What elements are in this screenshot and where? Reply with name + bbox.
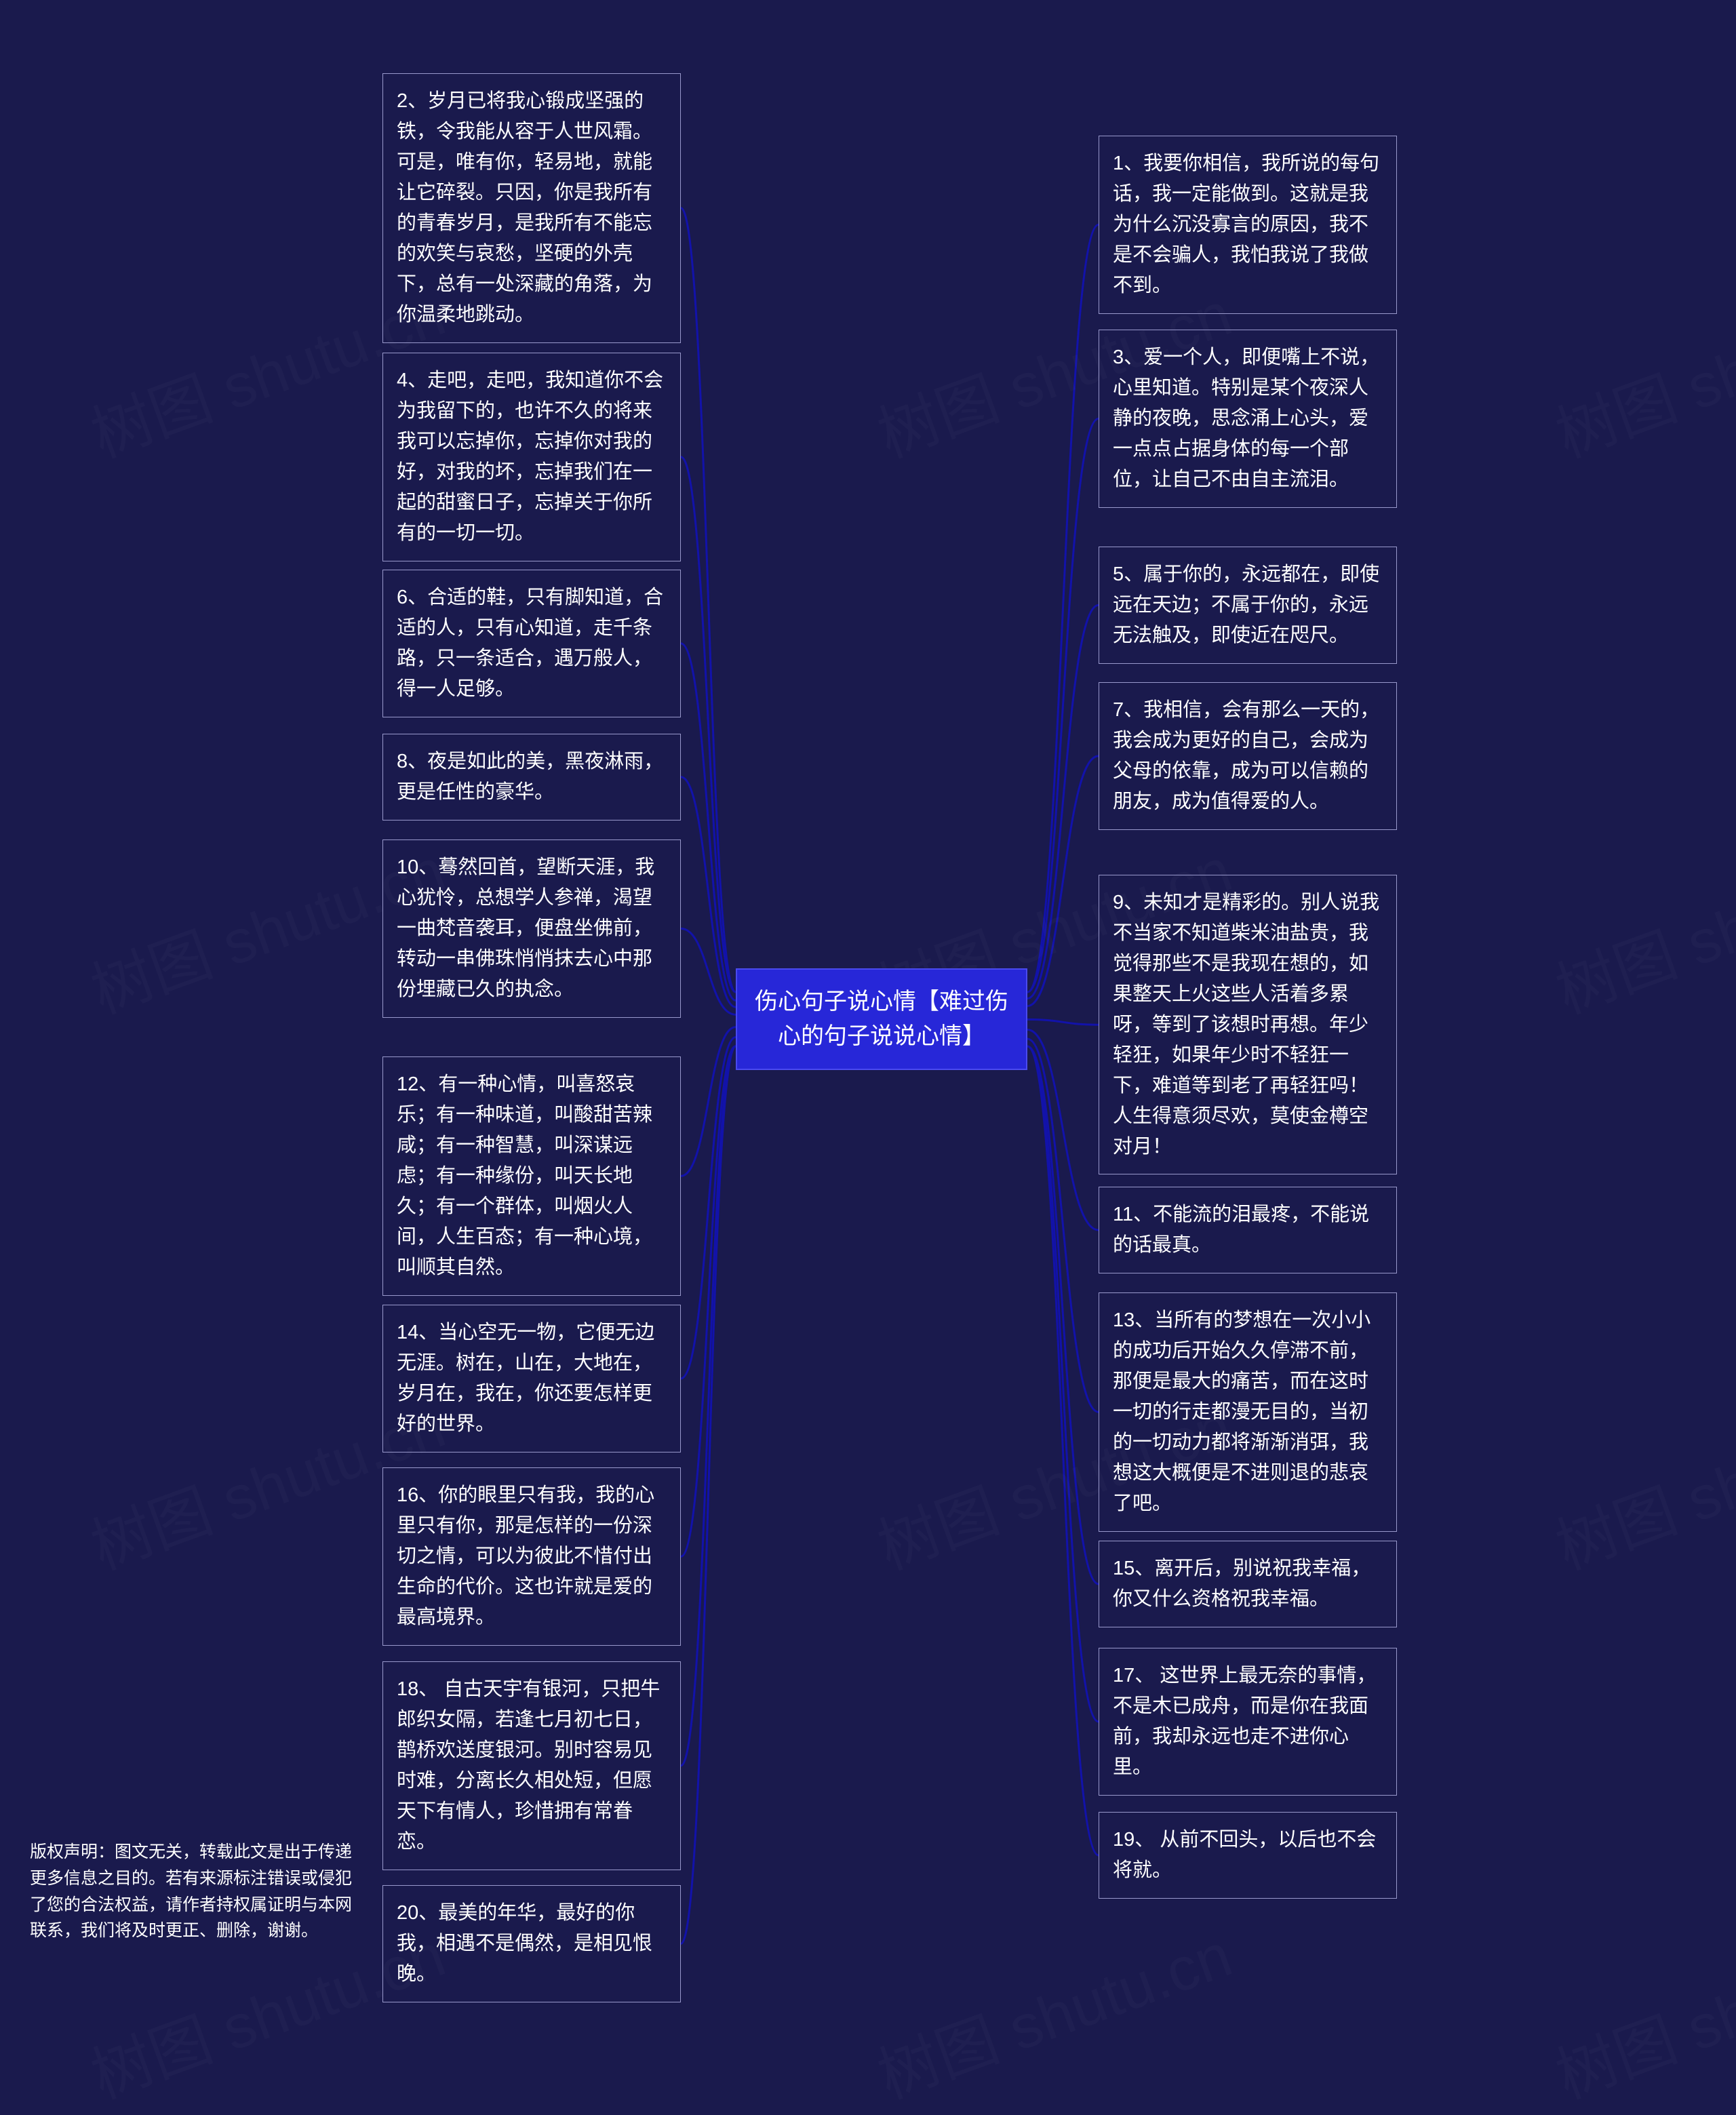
right-node-0[interactable]: 1、我要你相信，我所说的每句话，我一定能做到。这就是我为什么沉没寡言的原因，我不…	[1099, 136, 1397, 314]
connector	[681, 1037, 736, 1378]
right-node-9[interactable]: 19、 从前不回头，以后也不会将就。	[1099, 1812, 1397, 1899]
connector	[681, 777, 736, 1007]
connector	[1027, 1039, 1099, 1412]
left-node-3[interactable]: 8、夜是如此的美，黑夜淋雨，更是任性的豪华。	[382, 734, 681, 821]
connector	[681, 1046, 736, 1943]
right-node-7[interactable]: 15、离开后，别说祝我幸福，你又什么资格祝我幸福。	[1099, 1541, 1397, 1627]
connector	[1027, 418, 1099, 992]
center-topic[interactable]: 伤心句子说心情【难过伤心的句子说说心情】	[736, 968, 1027, 1070]
connector	[1027, 1019, 1099, 1025]
connector	[681, 457, 736, 992]
connector	[1027, 605, 1099, 998]
left-node-9[interactable]: 20、最美的年华，最好的你我，相遇不是偶然，是相见恨晚。	[382, 1885, 681, 2002]
right-node-3[interactable]: 7、我相信，会有那么一天的，我会成为更好的自己，会成为父母的依靠，成为可以信赖的…	[1099, 682, 1397, 830]
right-node-4[interactable]: 9、未知才是精彩的。别人说我不当家不知道柴米油盐贵，我觉得那些不是我现在想的，如…	[1099, 875, 1397, 1174]
watermark: 树图 shutu.cn	[1542, 265, 1736, 475]
left-node-8[interactable]: 18、 自古天宇有银河，只把牛郎织女隔，若逢七月初七日，鹊桥欢送度银河。别时容易…	[382, 1661, 681, 1870]
watermark: 树图 shutu.cn	[1542, 1377, 1736, 1587]
connector	[681, 644, 736, 1000]
connector	[681, 1046, 736, 1557]
connector	[1027, 1046, 1099, 1855]
connector	[681, 208, 736, 992]
copyright-notice: 版权声明：图文无关，转载此文是出于传递更多信息之目的。若有来源标注错误或侵犯了您…	[30, 1839, 355, 1944]
left-node-2[interactable]: 6、合适的鞋，只有脚知道，合适的人，只有心知道，走千条路，只一条适合，遇万般人，…	[382, 570, 681, 717]
watermark: 树图 shutu.cn	[1542, 1906, 1736, 2115]
left-node-6[interactable]: 14、当心空无一物，它便无边无涯。树在，山在，大地在，岁月在，我在，你还要怎样更…	[382, 1305, 681, 1452]
left-node-4[interactable]: 10、蓦然回首，望断天涯，我心犹怜，总想学人参禅，渴望一曲梵音袭耳，便盘坐佛前，…	[382, 839, 681, 1018]
connector	[1027, 756, 1099, 1006]
watermark: 树图 shutu.cn	[864, 1906, 1242, 2115]
right-node-8[interactable]: 17、 这世界上最无奈的事情，不是木已成舟，而是你在我面前，我却永远也走不进你心…	[1099, 1648, 1397, 1796]
mindmap-canvas: 树图 shutu.cn树图 shutu.cn树图 shutu.cn树图 shut…	[0, 0, 1736, 2064]
right-node-1[interactable]: 3、爱一个人，即便嘴上不说，心里知道。特别是某个夜深人静的夜晚，思念涌上心头，爱…	[1099, 330, 1397, 508]
connector	[681, 1027, 736, 1177]
left-node-0[interactable]: 2、岁月已将我心锻成坚强的铁，令我能从容于人世风霜。可是，唯有你，轻易地，就能让…	[382, 73, 681, 343]
connector	[1027, 1046, 1099, 1722]
connector	[681, 928, 736, 1014]
right-node-5[interactable]: 11、不能流的泪最疼，不能说的话最真。	[1099, 1187, 1397, 1273]
left-node-5[interactable]: 12、有一种心情，叫喜怒哀乐；有一种味道，叫酸甜苦辣咸；有一种智慧，叫深谋远虑；…	[382, 1056, 681, 1296]
connector	[1027, 1046, 1099, 1584]
connector	[1027, 224, 1099, 992]
left-node-7[interactable]: 16、你的眼里只有我，我的心里只有你，那是怎样的一份深切之情，可以为彼此不惜付出…	[382, 1467, 681, 1646]
right-node-2[interactable]: 5、属于你的，永远都在，即使远在天边；不属于你的，永远无法触及，即使近在咫尺。	[1099, 547, 1397, 664]
connector	[681, 1046, 736, 1766]
left-node-1[interactable]: 4、走吧，走吧，我知道你不会为我留下的，也许不久的将来我可以忘掉你，忘掉你对我的…	[382, 353, 681, 561]
right-node-6[interactable]: 13、当所有的梦想在一次小小的成功后开始久久停滞不前，那便是最大的痛苦，而在这时…	[1099, 1292, 1397, 1532]
watermark: 树图 shutu.cn	[1542, 821, 1736, 1031]
connector	[1027, 1030, 1099, 1230]
